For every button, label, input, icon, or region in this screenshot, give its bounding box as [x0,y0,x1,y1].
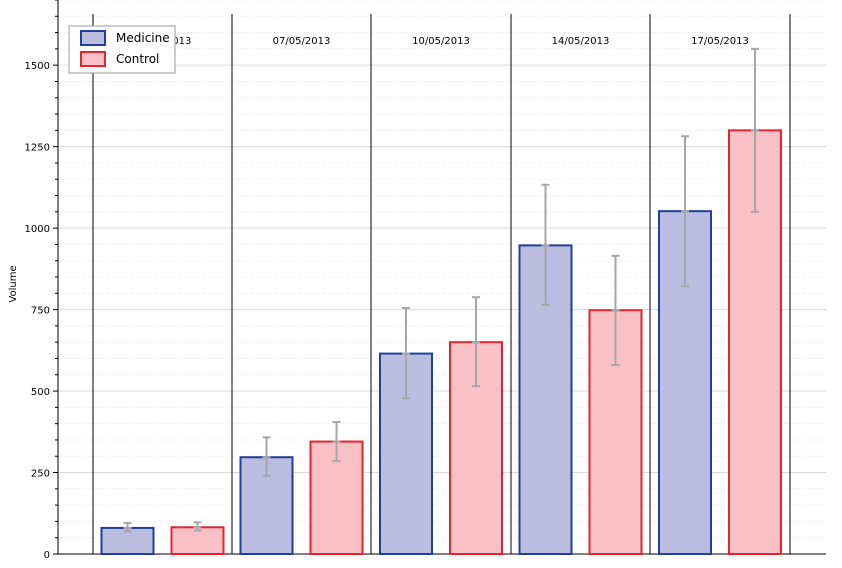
y-tick-label: 0 [44,550,50,561]
category-label: 17/05/2013 [691,36,749,47]
category-label: 07/05/2013 [273,36,331,47]
y-tick-label: 1000 [25,224,50,235]
bars [100,129,782,556]
category-labels: 03/05/201307/05/201310/05/201314/05/2013… [134,36,749,47]
category-label: 10/05/2013 [412,36,470,47]
y-tick-label: 1500 [25,61,50,72]
y-tick-label: 500 [31,387,50,398]
legend-label-medicine: Medicine [116,31,170,45]
y-axis-label: Volume [8,265,19,302]
bar-control [170,526,225,556]
legend-swatch-medicine [80,30,106,46]
legend-swatch-control [80,51,106,67]
y-tick-label: 1250 [25,143,50,154]
error-bars [123,47,759,533]
y-tick-label: 750 [31,306,50,317]
y-axis-ticks: 0 250 500 750 1000 1250 1500 [25,0,58,561]
legend-label-control: Control [116,52,159,66]
bar-medicine [100,526,155,555]
y-tick-label: 250 [31,469,50,480]
category-label: 14/05/2013 [552,36,610,47]
legend: Medicine Control [68,25,176,74]
category-separators [92,14,791,554]
bar-medicine [379,352,433,556]
